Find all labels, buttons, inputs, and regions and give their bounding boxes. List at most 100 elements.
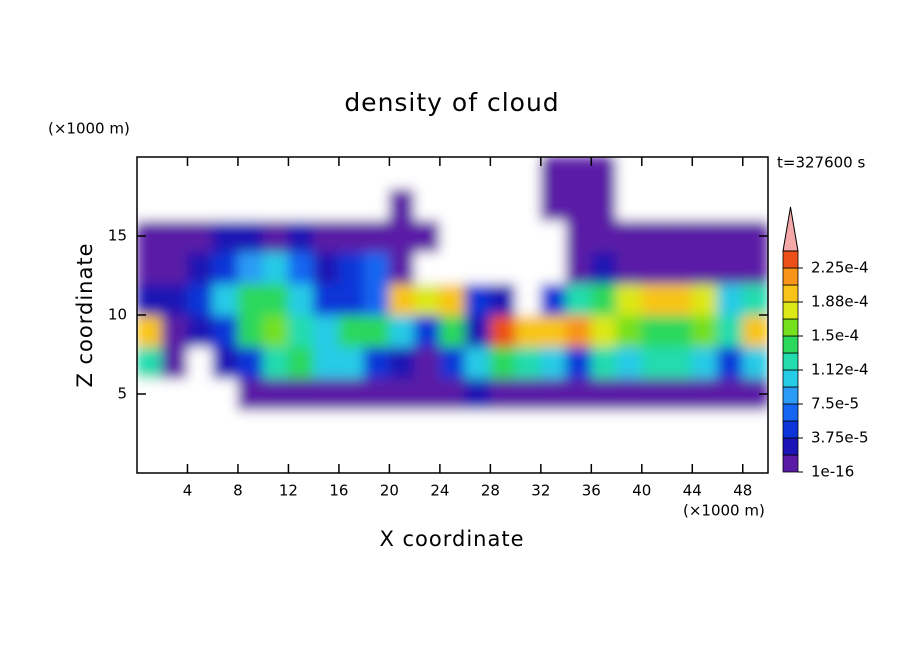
- cell: [439, 377, 466, 411]
- cell: [641, 314, 668, 348]
- cell: [565, 282, 592, 316]
- cell: [515, 346, 542, 379]
- cell: [641, 346, 668, 379]
- cell: [540, 440, 567, 473]
- cell: [186, 377, 214, 411]
- cell: [464, 157, 491, 190]
- cell: [691, 346, 719, 379]
- cell: [161, 219, 188, 253]
- cell: [287, 409, 315, 442]
- cell: [717, 282, 744, 316]
- cell: [616, 409, 643, 442]
- cell: [666, 219, 693, 253]
- x-tick-label: 12: [279, 482, 298, 500]
- colorbar-extend: [782, 206, 799, 252]
- cell: [212, 219, 239, 253]
- cell: [262, 188, 289, 221]
- cell: [388, 409, 416, 442]
- cell: [262, 440, 289, 473]
- cell: [464, 409, 491, 442]
- colorbar-band: [782, 284, 799, 303]
- cell: [489, 314, 517, 348]
- cell: [414, 188, 441, 221]
- cell: [212, 346, 239, 379]
- cell: [186, 219, 214, 253]
- cell: [590, 282, 618, 316]
- colorbar-band: [782, 454, 799, 473]
- cell: [287, 157, 315, 190]
- cell: [565, 440, 592, 473]
- cell: [363, 314, 390, 348]
- cell: [616, 251, 643, 284]
- cell: [237, 409, 264, 442]
- cell: [691, 409, 719, 442]
- cell: [464, 282, 491, 316]
- cell: [338, 346, 365, 379]
- cell: [287, 346, 315, 379]
- x-tick-label: 16: [329, 482, 348, 500]
- cell: [742, 346, 768, 379]
- colorbar-band: [782, 335, 799, 354]
- cell: [691, 251, 719, 284]
- cell: [489, 219, 517, 253]
- cell: [666, 409, 693, 442]
- cell: [186, 346, 214, 379]
- cell: [313, 251, 340, 284]
- cell: [338, 188, 365, 221]
- cell: [439, 157, 466, 190]
- cell: [742, 282, 768, 316]
- cell: [388, 282, 416, 316]
- cell: [439, 282, 466, 316]
- colorbar-band: [782, 420, 799, 439]
- cell: [212, 251, 239, 284]
- cell: [439, 251, 466, 284]
- cell: [338, 409, 365, 442]
- cell: [262, 157, 289, 190]
- cell: [338, 251, 365, 284]
- cell: [237, 188, 264, 221]
- axes: 4 8 12 16 20 24 28 32 36 40 44 48510151e-163.75e-57…: [108, 157, 869, 500]
- cell: [565, 219, 592, 253]
- cell: [742, 188, 768, 221]
- cell: [540, 157, 567, 190]
- cell: [313, 188, 340, 221]
- cell: [212, 314, 239, 348]
- cell: [439, 219, 466, 253]
- cell: [540, 188, 567, 221]
- x-tick-label: 44: [683, 482, 702, 500]
- cell: [540, 282, 567, 316]
- cell: [464, 219, 491, 253]
- cell: [439, 409, 466, 442]
- cell: [742, 314, 768, 348]
- cell: [388, 251, 416, 284]
- cell: [388, 377, 416, 411]
- cell: [313, 282, 340, 316]
- cell: [590, 251, 618, 284]
- cell: [464, 251, 491, 284]
- cell: [540, 409, 567, 442]
- cell: [137, 314, 163, 348]
- y-tick-label: 10: [108, 306, 127, 324]
- cell: [137, 282, 163, 316]
- cell: [237, 251, 264, 284]
- cell: [363, 377, 390, 411]
- cells: [137, 157, 768, 473]
- cell: [590, 377, 618, 411]
- cell: [137, 409, 163, 442]
- y-unit: (×1000 m): [48, 120, 130, 138]
- colorbar-tick-label: 1.88e-4: [811, 293, 869, 311]
- cell: [212, 409, 239, 442]
- cell: [439, 346, 466, 379]
- colorbar-band: [782, 301, 799, 320]
- cell: [666, 282, 693, 316]
- cell: [742, 440, 768, 473]
- cell: [388, 440, 416, 473]
- cell: [262, 251, 289, 284]
- cell: [363, 409, 390, 442]
- cell: [237, 377, 264, 411]
- x-axis-label: X coordinate: [379, 527, 524, 551]
- cell: [464, 440, 491, 473]
- cell: [363, 440, 390, 473]
- cell: [237, 219, 264, 253]
- cell: [287, 314, 315, 348]
